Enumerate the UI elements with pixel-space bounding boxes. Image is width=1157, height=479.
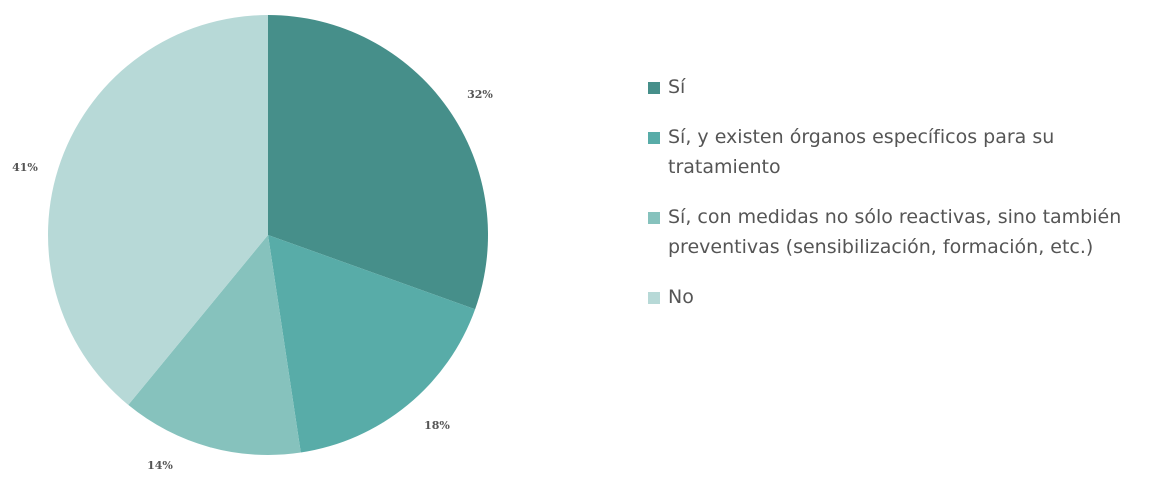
legend-swatch	[648, 82, 660, 94]
value-label: 32%	[467, 88, 493, 101]
value-label: 14%	[147, 459, 173, 472]
legend-label: Sí, con medidas no sólo reactivas, sino …	[668, 206, 1122, 258]
pie-slice	[128, 235, 301, 455]
legend-label: No	[668, 286, 694, 308]
legend-item: Sí	[648, 72, 1148, 102]
value-label: 18%	[424, 419, 450, 432]
legend-label: Sí	[668, 76, 686, 98]
legend: Sí Sí, y existen órganos específicos para…	[648, 72, 1148, 332]
chart: 32% 18% 14% 41%	[12, 15, 493, 472]
legend-label: Sí, y existen órganos específicos para s…	[668, 126, 1055, 178]
pie-slice	[48, 15, 268, 405]
pie-slice	[268, 15, 488, 310]
legend-swatch	[648, 212, 660, 224]
value-label: 41%	[12, 161, 38, 174]
pie-slice	[268, 235, 476, 453]
legend-swatch	[648, 292, 660, 304]
legend-item: Sí, con medidas no sólo reactivas, sino …	[648, 202, 1148, 262]
legend-item: Sí, y existen órganos específicos para s…	[648, 122, 1148, 182]
legend-swatch	[648, 132, 660, 144]
legend-item: No	[648, 282, 1148, 312]
